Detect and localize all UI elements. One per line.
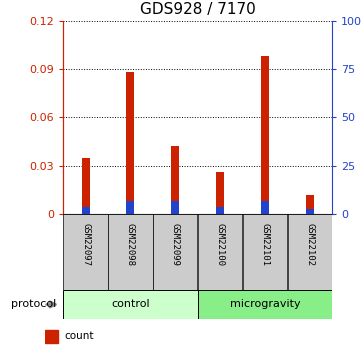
Text: microgravity: microgravity <box>230 299 300 309</box>
Bar <box>243 214 287 290</box>
Bar <box>287 214 332 290</box>
Bar <box>126 72 134 214</box>
Bar <box>82 158 90 214</box>
Bar <box>216 172 224 214</box>
Bar <box>153 214 197 290</box>
Bar <box>171 146 179 214</box>
Bar <box>198 214 242 290</box>
Bar <box>108 214 153 290</box>
Bar <box>63 290 198 319</box>
Text: GSM22101: GSM22101 <box>260 223 269 266</box>
Title: GDS928 / 7170: GDS928 / 7170 <box>140 2 256 17</box>
Bar <box>126 201 134 214</box>
Text: GSM22098: GSM22098 <box>126 223 135 266</box>
Bar <box>198 290 332 319</box>
Text: GSM22097: GSM22097 <box>81 223 90 266</box>
Bar <box>306 209 314 214</box>
Text: protocol: protocol <box>11 299 56 309</box>
Bar <box>306 195 314 214</box>
Bar <box>261 201 269 214</box>
Bar <box>45 330 58 343</box>
Bar <box>171 201 179 214</box>
Bar <box>64 214 108 290</box>
Text: GSM22099: GSM22099 <box>171 223 180 266</box>
Bar <box>261 56 269 214</box>
Text: GSM22100: GSM22100 <box>216 223 225 266</box>
Bar <box>82 207 90 214</box>
Text: GSM22102: GSM22102 <box>305 223 314 266</box>
Bar <box>216 207 224 214</box>
Text: control: control <box>111 299 150 309</box>
Text: count: count <box>65 331 94 341</box>
